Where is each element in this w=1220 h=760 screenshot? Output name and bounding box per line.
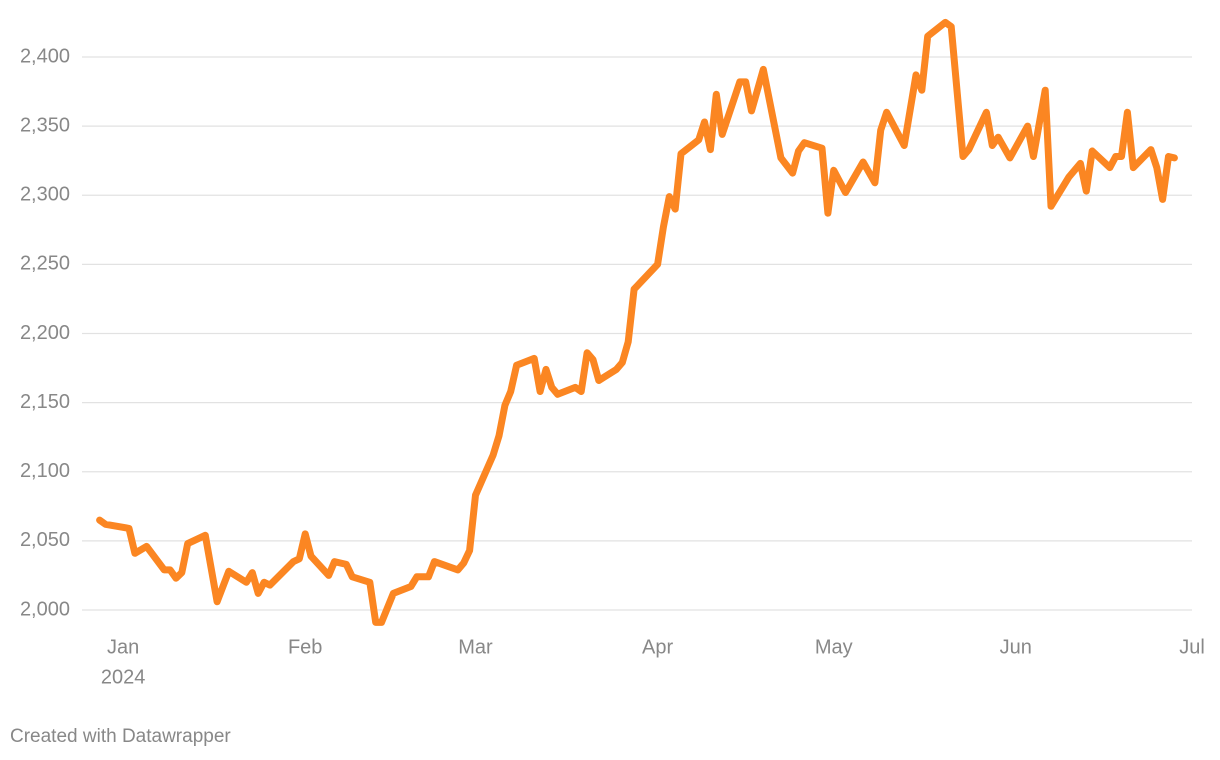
x-tick-label: May: [815, 636, 853, 658]
y-tick-label: 2,150: [20, 391, 70, 413]
y-tick-label: 2,250: [20, 253, 70, 275]
y-tick-label: 2,400: [20, 45, 70, 67]
x-year-label: 2024: [101, 666, 146, 688]
x-tick-label: Jun: [1000, 636, 1032, 658]
y-tick-label: 2,300: [20, 184, 70, 206]
x-tick-label: Jul: [1179, 636, 1205, 658]
y-tick-label: 2,050: [20, 529, 70, 551]
footer: Created with Datawrapper: [10, 726, 231, 747]
y-tick-label: 2,100: [20, 460, 70, 482]
y-tick-label: 2,000: [20, 598, 70, 620]
line: [96, 18, 1178, 626]
x-tick-label: Apr: [642, 636, 673, 658]
y-tick-label: 2,200: [20, 322, 70, 344]
x-tick-label: Mar: [458, 636, 493, 658]
x-tick-label: Feb: [288, 636, 322, 658]
x-tick-label: Jan: [107, 636, 139, 658]
y-tick-label: 2,350: [20, 114, 70, 136]
